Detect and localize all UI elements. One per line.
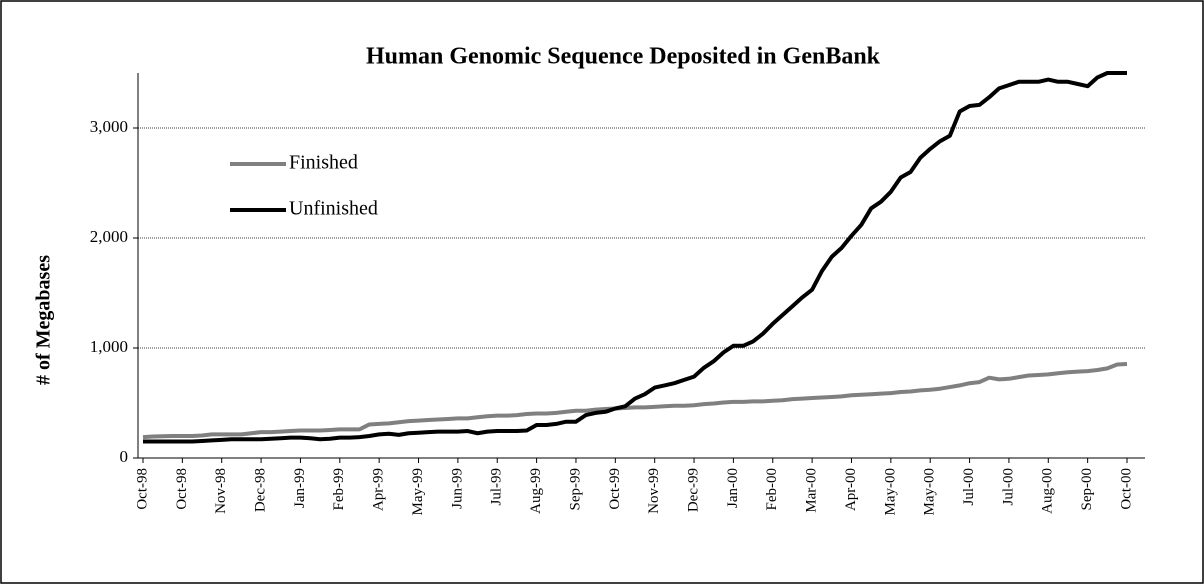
- x-tick-label: Jan-99: [292, 468, 308, 508]
- x-tick-label: Aug-00: [1040, 468, 1056, 514]
- y-tick-label: 2,000: [90, 227, 128, 246]
- x-tick-label: Apr-99: [371, 468, 387, 511]
- x-tick-label: Dec-99: [685, 468, 701, 512]
- x-tick-label: Oct-98: [134, 468, 150, 510]
- x-tick-label: Feb-99: [331, 468, 347, 511]
- x-tick-label: Jul-99: [489, 468, 505, 506]
- x-tick-label: Oct-00: [1118, 468, 1134, 510]
- y-tick-label: 3,000: [90, 117, 128, 136]
- x-tick-label: Jul-00: [1000, 468, 1016, 506]
- x-tick-label: Dec-98: [253, 468, 269, 512]
- x-tick-label: Nov-99: [646, 468, 662, 514]
- x-tick-label: May-00: [882, 468, 898, 516]
- x-tick-label: Aug-99: [528, 468, 544, 514]
- chart-title: Human Genomic Sequence Deposited in GenB…: [366, 44, 881, 70]
- x-tick-label: Jan-00: [725, 468, 741, 508]
- x-tick-label: May-00: [922, 468, 938, 516]
- y-tick-label: 0: [120, 447, 129, 466]
- y-tick-label: 1,000: [90, 337, 128, 356]
- x-tick-label: Jul-00: [961, 468, 977, 506]
- x-tick-label: Sep-99: [567, 468, 583, 511]
- x-tick-label: Feb-00: [764, 468, 780, 511]
- series-line: [142, 361, 1128, 440]
- legend-label: Finished: [289, 152, 358, 174]
- x-tick-label: Mar-00: [804, 468, 820, 513]
- x-tick-label: Jun-99: [449, 468, 465, 509]
- x-tick-label: May-99: [410, 468, 426, 516]
- x-tick-label: Apr-00: [843, 468, 859, 511]
- x-tick-label: Nov-98: [213, 468, 229, 514]
- x-tick-label: Oct-98: [174, 468, 190, 510]
- x-tick-label: Oct-99: [607, 468, 623, 510]
- legend-label: Unfinished: [289, 198, 378, 220]
- y-axis-label: # of Megabases: [33, 255, 55, 385]
- x-tick-label: Sep-00: [1079, 468, 1095, 511]
- series-line: [143, 71, 1127, 444]
